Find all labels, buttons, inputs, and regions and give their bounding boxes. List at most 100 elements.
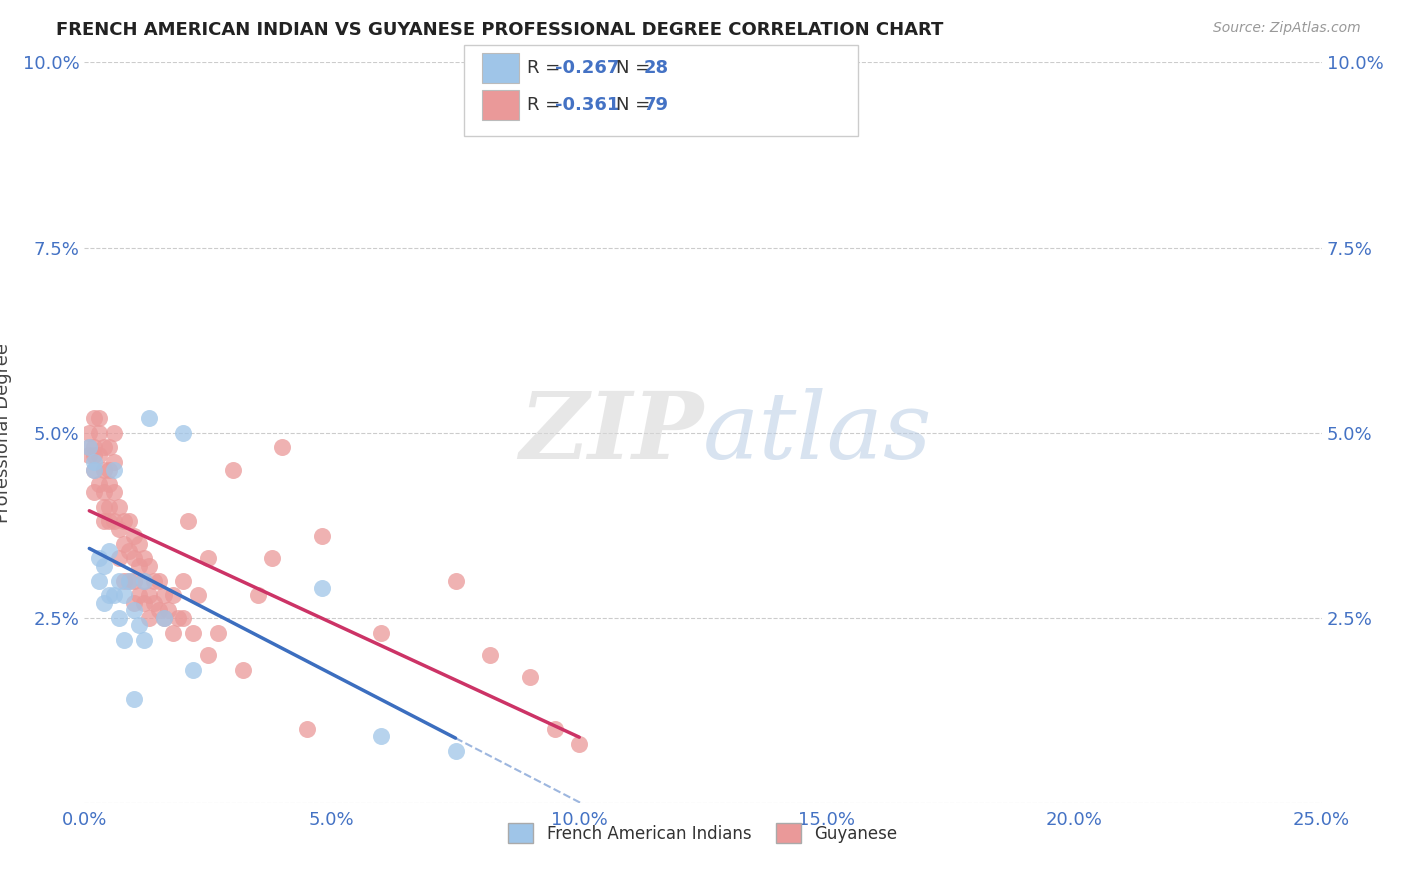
Point [103, 589, 125, 603]
Point [128, 558, 150, 573]
Point [108, 500, 131, 514]
Point [83, 462, 105, 476]
Point [181, 625, 204, 640]
Point [83, 448, 105, 462]
Point [519, 670, 541, 684]
Text: Source: ZipAtlas.com: Source: ZipAtlas.com [1213, 21, 1361, 36]
Point [172, 610, 194, 624]
Point [122, 596, 145, 610]
Text: -0.267: -0.267 [555, 59, 620, 77]
Point [197, 551, 219, 566]
Point [568, 737, 591, 751]
Point [98, 544, 121, 558]
Point [444, 574, 467, 588]
Point [89, 551, 111, 566]
Point [98, 441, 121, 455]
Point [118, 544, 141, 558]
Legend: French American Indians, Guyanese: French American Indians, Guyanese [502, 816, 904, 850]
Text: 79: 79 [644, 96, 669, 114]
Point [103, 455, 125, 469]
Text: ZIP: ZIP [519, 388, 703, 477]
Point [79, 441, 101, 455]
Point [152, 589, 174, 603]
Point [370, 729, 392, 743]
Point [112, 574, 135, 588]
Point [128, 618, 150, 632]
Point [262, 551, 284, 566]
Point [89, 574, 111, 588]
Point [271, 441, 294, 455]
Point [112, 515, 135, 529]
Point [152, 610, 174, 624]
Point [197, 648, 219, 662]
Point [122, 603, 145, 617]
Point [122, 529, 145, 543]
Point [83, 410, 105, 425]
Point [148, 574, 170, 588]
Point [118, 574, 141, 588]
Point [181, 663, 204, 677]
Point [122, 574, 145, 588]
Point [89, 410, 111, 425]
Point [142, 574, 165, 588]
Point [112, 589, 135, 603]
Point [83, 462, 105, 476]
Point [207, 625, 229, 640]
Point [138, 410, 160, 425]
Point [93, 462, 115, 476]
Point [98, 589, 121, 603]
Point [108, 610, 131, 624]
Point [103, 462, 125, 476]
Point [108, 522, 131, 536]
Point [132, 551, 155, 566]
Point [148, 603, 170, 617]
Point [118, 574, 141, 588]
Text: FRENCH AMERICAN INDIAN VS GUYANESE PROFESSIONAL DEGREE CORRELATION CHART: FRENCH AMERICAN INDIAN VS GUYANESE PROFE… [56, 21, 943, 39]
Point [79, 425, 101, 440]
Point [89, 448, 111, 462]
Point [93, 484, 115, 499]
Point [246, 589, 269, 603]
Point [98, 462, 121, 476]
Point [103, 425, 125, 440]
Point [138, 558, 160, 573]
Point [172, 425, 194, 440]
Point [89, 425, 111, 440]
Point [108, 551, 131, 566]
Point [128, 589, 150, 603]
Text: atlas: atlas [703, 388, 932, 477]
Point [311, 581, 333, 595]
Point [187, 589, 209, 603]
Text: N =: N = [616, 96, 655, 114]
Point [370, 625, 392, 640]
Point [167, 610, 190, 624]
Point [157, 603, 180, 617]
Text: R =: R = [527, 59, 567, 77]
Point [83, 441, 105, 455]
Point [89, 477, 111, 491]
Point [172, 574, 194, 588]
Point [98, 515, 121, 529]
Point [112, 536, 135, 550]
Point [311, 529, 333, 543]
Point [543, 722, 565, 736]
Point [93, 558, 115, 573]
Point [232, 663, 254, 677]
Point [118, 515, 141, 529]
Point [93, 515, 115, 529]
Point [108, 574, 131, 588]
Point [132, 632, 155, 647]
Point [98, 500, 121, 514]
Point [162, 625, 184, 640]
Point [98, 477, 121, 491]
Point [152, 610, 174, 624]
Point [177, 515, 200, 529]
Point [93, 596, 115, 610]
Point [128, 536, 150, 550]
Point [93, 441, 115, 455]
Text: -0.361: -0.361 [555, 96, 620, 114]
Y-axis label: Professional Degree: Professional Degree [0, 343, 11, 523]
Point [79, 448, 101, 462]
Point [138, 589, 160, 603]
Point [295, 722, 318, 736]
